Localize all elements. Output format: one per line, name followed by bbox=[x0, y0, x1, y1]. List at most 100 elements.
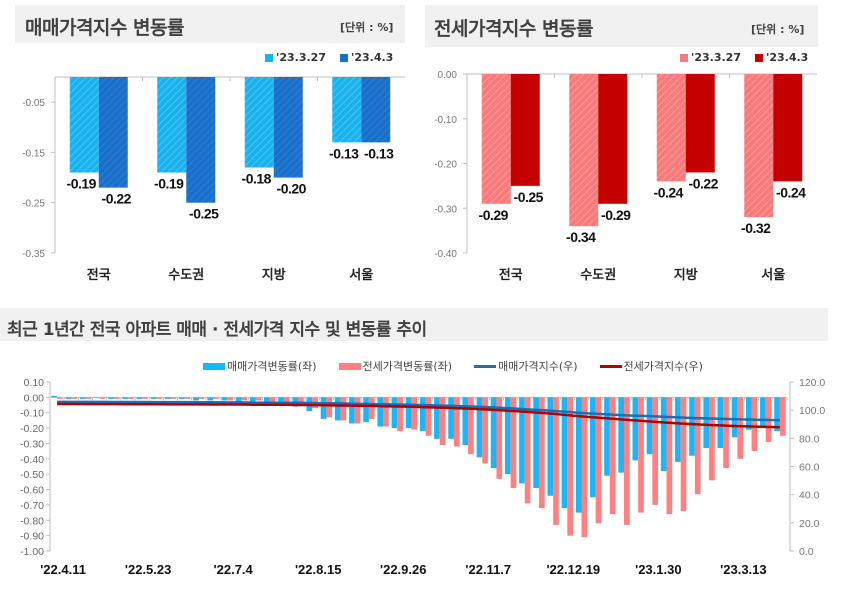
sale-change-bar bbox=[575, 397, 582, 513]
left-y-tick-label: -1.00 bbox=[20, 546, 44, 558]
rent-change-bar bbox=[737, 397, 744, 459]
rent-change-bar bbox=[723, 397, 729, 469]
left-y-tick-label: 0.00 bbox=[24, 392, 45, 404]
rent-change-bar bbox=[326, 397, 333, 418]
data-label: -0.20 bbox=[277, 181, 307, 197]
rent-change-bar bbox=[283, 397, 290, 404]
sale-change-bar bbox=[660, 397, 667, 472]
sale-change-bar bbox=[249, 397, 256, 402]
rent-change-bar bbox=[241, 397, 248, 401]
sale-unit-label: [단위 : %] bbox=[340, 21, 394, 34]
right-y-tick-label: 60.0 bbox=[799, 462, 820, 474]
rent-change-bar bbox=[567, 397, 573, 536]
rent-change-bar bbox=[496, 397, 503, 479]
sale-index-line bbox=[57, 400, 780, 422]
bar bbox=[598, 74, 628, 204]
bar bbox=[510, 74, 540, 186]
legend-label: 매매가격변동률(좌) bbox=[227, 360, 317, 373]
rent-change-bar bbox=[553, 397, 559, 525]
rent-change-bar bbox=[127, 397, 134, 399]
x-category-label: 지방 bbox=[262, 267, 286, 282]
rent-change-bar bbox=[524, 397, 531, 504]
rent-change-bar bbox=[680, 397, 687, 512]
rent-change-bar bbox=[71, 397, 77, 399]
x-category-label: 서울 bbox=[349, 267, 373, 282]
legend-swatch bbox=[340, 53, 348, 62]
bar bbox=[332, 77, 362, 143]
right-y-tick-label: 0.0 bbox=[799, 546, 814, 558]
data-label: -0.32 bbox=[741, 220, 771, 236]
legend-label: '23.4.3 bbox=[766, 51, 809, 64]
left-y-tick-label: 0.10 bbox=[24, 377, 45, 389]
bar bbox=[773, 74, 803, 182]
rent-change-bar bbox=[354, 397, 361, 424]
y-tick-label: 0.00 bbox=[438, 70, 458, 81]
y-tick-label: -0.10 bbox=[434, 115, 457, 126]
rent-change-bar bbox=[581, 397, 588, 538]
rent-change-bar bbox=[411, 397, 418, 430]
legend-label: 전세가격지수(우) bbox=[623, 360, 703, 373]
sale-change-bar bbox=[434, 397, 440, 439]
sale-change-bar bbox=[391, 397, 398, 429]
left-y-tick-label: -0.60 bbox=[20, 485, 44, 497]
rent-change-bar bbox=[227, 397, 233, 401]
sale-change-bar bbox=[136, 397, 143, 399]
left-y-tick-label: -0.30 bbox=[20, 438, 44, 450]
x-date-label: '22.5.23 bbox=[125, 562, 171, 577]
rent-change-bar bbox=[694, 397, 701, 495]
sale-change-bar bbox=[519, 397, 525, 484]
bar bbox=[361, 77, 391, 143]
data-label: -0.34 bbox=[566, 229, 596, 245]
sale-change-bar bbox=[675, 397, 681, 462]
sale-change-bar bbox=[717, 397, 724, 449]
sale-change-bar bbox=[363, 397, 369, 422]
bar bbox=[244, 77, 274, 168]
bar bbox=[69, 77, 99, 173]
rent-change-bar bbox=[666, 397, 673, 515]
sale-change-bar bbox=[278, 397, 284, 406]
legend-swatch bbox=[680, 53, 688, 62]
rent-panel-header: 전세가격지수 변동률 [단위 : %] bbox=[425, 5, 818, 47]
right-y-tick-label: 40.0 bbox=[799, 490, 820, 502]
legend-swatch bbox=[203, 362, 225, 370]
sale-change-bar bbox=[618, 397, 625, 473]
rent-panel-title: 전세가격지수 변동률 bbox=[434, 18, 593, 40]
data-label: -0.24 bbox=[654, 184, 684, 200]
sale-change-bar bbox=[448, 397, 454, 439]
sale-change-bar bbox=[150, 397, 157, 399]
data-label: -0.22 bbox=[102, 191, 132, 207]
rent-change-bar bbox=[99, 397, 106, 399]
legend-swatch bbox=[755, 53, 763, 62]
data-label: -0.18 bbox=[242, 171, 272, 187]
bar bbox=[481, 74, 511, 204]
sale-legend: '23.3.27 '23.4.3 bbox=[265, 51, 407, 64]
sale-change-bar bbox=[193, 397, 199, 401]
legend-item: '23.4.3 bbox=[340, 51, 393, 64]
y-tick-label: -0.15 bbox=[22, 148, 45, 159]
sale-change-bar bbox=[122, 397, 128, 399]
data-label: -0.19 bbox=[154, 176, 184, 192]
rent-index-line bbox=[57, 402, 780, 429]
y-tick-label: -0.40 bbox=[434, 249, 457, 260]
bar bbox=[744, 74, 774, 218]
data-label: -0.13 bbox=[364, 145, 394, 161]
left-y-tick-label: -0.20 bbox=[20, 423, 44, 435]
legend-label: 매매가격지수(우) bbox=[498, 360, 578, 373]
left-y-tick-label: -0.70 bbox=[20, 500, 44, 512]
bar bbox=[98, 77, 128, 188]
rent-change-bar bbox=[113, 397, 120, 399]
x-date-label: '22.8.15 bbox=[295, 562, 341, 577]
rent-change-bar bbox=[170, 397, 177, 399]
legend-label: '23.3.27 bbox=[691, 51, 741, 64]
rent-change-bar bbox=[340, 397, 347, 421]
legend-item: 전세가격지수(우) bbox=[599, 358, 703, 374]
sale-change-bar bbox=[533, 397, 539, 489]
sale-change-bar bbox=[93, 397, 100, 398]
right-y-tick-label: 20.0 bbox=[799, 518, 820, 530]
sale-change-bar bbox=[320, 397, 327, 419]
x-category-label: 서울 bbox=[761, 267, 785, 282]
rent-change-bar bbox=[368, 397, 375, 419]
bar bbox=[685, 74, 715, 173]
right-y-tick-label: 80.0 bbox=[799, 433, 820, 445]
sale-change-bar bbox=[547, 397, 554, 496]
